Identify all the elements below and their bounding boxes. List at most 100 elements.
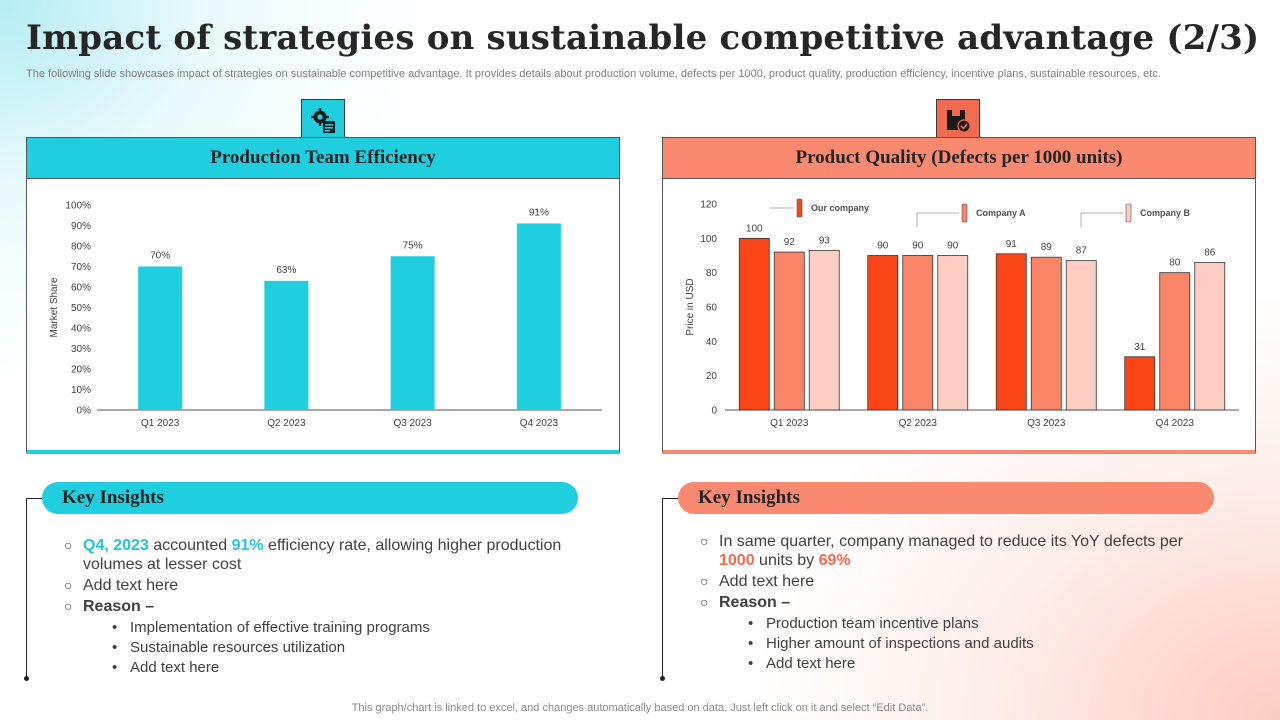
insight-text: In same quarter, company managed to redu… xyxy=(719,532,1220,570)
y-axis-title: Price in USD xyxy=(685,278,696,335)
bullet-dot-icon: • xyxy=(112,619,118,636)
bullet-dot-icon: • xyxy=(748,615,754,632)
insight-text: Add text here xyxy=(719,573,815,590)
list-item: ○ Add text here xyxy=(64,576,584,595)
data-label: 87 xyxy=(1076,246,1088,257)
y-tick-label: 10% xyxy=(71,385,91,396)
x-tick-label: Q2 2023 xyxy=(267,418,306,429)
x-tick-label: Q1 2023 xyxy=(141,418,180,429)
bar xyxy=(867,255,899,411)
right-insights-bracket xyxy=(660,498,678,681)
bar xyxy=(808,249,840,411)
data-label: 91% xyxy=(529,207,549,218)
legend-swatch xyxy=(961,203,968,223)
efficiency-chart-panel: 0% 10% 20% 30% 40% 50% 60% 70% 80% 90% 100% Market … xyxy=(26,179,620,454)
data-label: 31 xyxy=(1134,342,1146,353)
x-tick-label: Q3 2023 xyxy=(1027,418,1066,429)
data-label: 86 xyxy=(1204,247,1216,258)
y-tick-label: 40 xyxy=(706,337,718,348)
highlight-units: 1000 xyxy=(719,552,755,569)
highlight-quarter: Q4, 2023 xyxy=(83,537,149,554)
y-tick-label: 20 xyxy=(706,371,718,382)
data-label: 63% xyxy=(276,265,296,276)
insight-text: Add text here xyxy=(83,577,179,594)
data-label: 100 xyxy=(746,223,763,234)
right-insights-list: ○ In same quarter, company managed to re… xyxy=(700,532,1220,674)
quality-chart-panel: 0 20 40 60 80 100 120 Price in USD 100 92 93 Q1 202… xyxy=(662,179,1256,454)
highlight-reduction: 69% xyxy=(818,552,851,569)
page-subtitle: The following slide showcases impact of … xyxy=(26,68,1161,80)
list-item: • Sustainable resources utilization xyxy=(112,638,584,657)
x-tick-label: Q4 2023 xyxy=(1156,418,1195,429)
y-tick-label: 90% xyxy=(71,221,91,232)
bullet-circle-icon: ○ xyxy=(700,594,709,610)
left-insights-bracket xyxy=(24,498,42,681)
list-item: • Add text here xyxy=(112,658,584,677)
bullet-circle-icon: ○ xyxy=(64,537,73,553)
data-label: 80 xyxy=(1169,258,1181,269)
bar xyxy=(390,256,435,410)
bar xyxy=(138,266,183,410)
bar xyxy=(1194,261,1226,411)
legend-swatch xyxy=(1125,203,1132,223)
y-tick-label: 20% xyxy=(71,365,91,376)
footer-note: This graph/chart is linked to excel, and… xyxy=(351,702,929,714)
legend-label: Company A xyxy=(976,208,1026,218)
reason-text: Add text here xyxy=(130,659,220,676)
bullet-dot-icon: • xyxy=(748,635,754,652)
data-label: 70% xyxy=(150,251,170,262)
insight-text-part: accounted xyxy=(148,537,232,554)
right-panel-header: Product Quality (Defects per 1000 units) xyxy=(662,137,1256,179)
y-tick-label: 70% xyxy=(71,262,91,273)
highlight-efficiency: 91% xyxy=(231,537,264,554)
reason-text: Higher amount of inspections and audits xyxy=(766,635,1034,652)
efficiency-bar-chart: 0% 10% 20% 30% 40% 50% 60% 70% 80% 90% 100% Market … xyxy=(49,201,602,429)
y-tick-label: 80 xyxy=(706,268,718,279)
quality-badge-icon xyxy=(936,99,980,143)
y-tick-label: 100 xyxy=(700,234,717,245)
reason-text: Production team incentive plans xyxy=(766,615,979,632)
efficiency-gear-icon xyxy=(301,99,345,143)
list-item: ○ Add text here xyxy=(700,572,1220,591)
y-tick-label: 120 xyxy=(700,200,717,211)
bar xyxy=(1124,356,1156,411)
list-item: ○ Reason – xyxy=(700,593,1220,612)
insight-text-part: In same quarter, company managed to redu… xyxy=(719,533,1183,550)
left-insights-list: ○ Q4, 2023 accounted 91% efficiency rate… xyxy=(64,536,584,678)
data-label: 90 xyxy=(947,241,959,252)
insight-text-part: efficiency rate, allowing higher product… xyxy=(83,537,562,573)
bullet-dot-icon: • xyxy=(112,639,118,656)
list-item: • Higher amount of inspections and audits xyxy=(748,634,1220,653)
reason-label: Reason – xyxy=(719,594,791,611)
list-item: ○ Reason – xyxy=(64,597,584,616)
list-item: • Add text here xyxy=(748,654,1220,673)
reason-text: Add text here xyxy=(766,655,856,672)
right-insights-title: Key Insights xyxy=(678,482,1214,514)
bar xyxy=(1159,272,1191,411)
list-item: • Production team incentive plans xyxy=(748,614,1220,633)
reason-text: Sustainable resources utilization xyxy=(130,639,346,656)
y-tick-label: 0 xyxy=(711,406,717,417)
bullet-circle-icon: ○ xyxy=(700,533,709,549)
y-tick-label: 30% xyxy=(71,344,91,355)
bar xyxy=(516,223,561,410)
y-axis-title: Market Share xyxy=(49,277,60,337)
x-tick-label: Q1 2023 xyxy=(770,418,809,429)
y-tick-label: 100% xyxy=(65,201,91,212)
bar xyxy=(1030,256,1062,411)
x-tick-label: Q4 2023 xyxy=(520,418,559,429)
x-tick-label: Q2 2023 xyxy=(899,418,938,429)
list-item: ○ In same quarter, company managed to re… xyxy=(700,532,1220,570)
bullet-dot-icon: • xyxy=(748,655,754,672)
legend-swatch xyxy=(796,198,803,218)
reason-list: • Implementation of effective training pr… xyxy=(112,618,584,677)
y-tick-label: 40% xyxy=(71,324,91,335)
bar xyxy=(773,251,805,411)
y-tick-label: 50% xyxy=(71,303,91,314)
bar xyxy=(264,280,309,410)
legend-label: Company B xyxy=(1140,208,1191,218)
bullet-circle-icon: ○ xyxy=(64,598,73,614)
data-label: 75% xyxy=(403,240,423,251)
page-title: Impact of strategies on sustainable comp… xyxy=(26,18,1260,58)
legend-leader-line xyxy=(1080,212,1123,227)
